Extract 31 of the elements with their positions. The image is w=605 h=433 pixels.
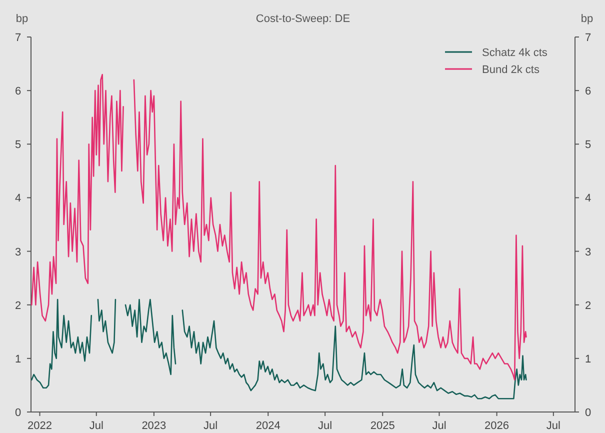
- y2-tick-label: 3: [584, 246, 592, 258]
- x-tick-label: Jul: [204, 420, 218, 432]
- x-tick-label: 2026: [484, 420, 510, 432]
- y2-tick-label: 7: [584, 32, 592, 44]
- y-tick-label: 5: [14, 139, 22, 152]
- x-tick-label: 2022: [28, 420, 52, 432]
- legend-label: Schatz 4k cts: [482, 47, 548, 59]
- y2-tick-label: 0: [584, 407, 592, 419]
- y2-axis-title: bp: [580, 13, 594, 25]
- y-tick-label: 4: [14, 192, 22, 205]
- y2-tick-label: 4: [584, 192, 592, 205]
- x-tick-label: Jul: [89, 420, 104, 432]
- y-tick-label: 2: [14, 300, 22, 312]
- y-tick-label: 6: [14, 86, 22, 98]
- y-tick-label: 3: [14, 246, 22, 258]
- y2-tick-label: 1: [584, 353, 592, 366]
- y2-tick-label: 5: [584, 139, 592, 152]
- x-tick-label: 2023: [142, 420, 166, 432]
- y-axis-title: bp: [16, 13, 28, 25]
- x-tick-label: 2025: [370, 420, 395, 432]
- y2-tick-label: 2: [584, 300, 592, 312]
- y2-tick-label: 6: [584, 86, 592, 98]
- x-tick-label: Jul: [318, 420, 332, 432]
- x-tick-label: Jul: [432, 420, 446, 432]
- y-tick-label: 0: [14, 407, 22, 419]
- chart-title: Cost-to-Sweep: DE: [256, 13, 350, 25]
- x-tick-label: Jul: [546, 420, 560, 432]
- y-tick-label: 7: [14, 32, 22, 44]
- y-tick-label: 1: [14, 353, 22, 366]
- legend-label: Bund 2k cts: [482, 64, 540, 76]
- x-tick-label: 2024: [256, 420, 280, 432]
